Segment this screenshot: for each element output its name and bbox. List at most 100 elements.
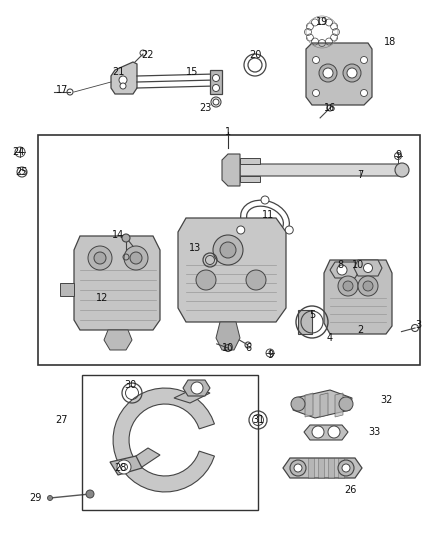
- Circle shape: [343, 64, 361, 82]
- Circle shape: [294, 464, 302, 472]
- Text: 33: 33: [368, 427, 380, 437]
- Circle shape: [337, 265, 347, 275]
- Polygon shape: [293, 390, 352, 418]
- Polygon shape: [216, 322, 240, 350]
- Circle shape: [291, 397, 305, 411]
- Polygon shape: [240, 158, 260, 164]
- Polygon shape: [240, 164, 408, 176]
- Circle shape: [338, 276, 358, 296]
- Polygon shape: [308, 458, 314, 478]
- Text: 10: 10: [222, 343, 234, 353]
- Text: 1: 1: [225, 127, 231, 137]
- Polygon shape: [104, 330, 132, 350]
- Circle shape: [94, 252, 106, 264]
- Text: 32: 32: [380, 395, 392, 405]
- Polygon shape: [240, 176, 260, 182]
- Polygon shape: [338, 458, 344, 478]
- Polygon shape: [174, 388, 210, 403]
- Polygon shape: [130, 448, 160, 467]
- Text: 19: 19: [316, 17, 328, 27]
- Circle shape: [246, 270, 266, 290]
- Text: 4: 4: [327, 333, 333, 343]
- Circle shape: [212, 85, 219, 92]
- Polygon shape: [210, 70, 222, 94]
- Circle shape: [285, 226, 293, 234]
- Circle shape: [47, 496, 53, 500]
- Polygon shape: [328, 458, 334, 478]
- Polygon shape: [324, 260, 392, 334]
- Text: 13: 13: [189, 243, 201, 253]
- Text: 30: 30: [124, 380, 136, 390]
- Polygon shape: [320, 393, 328, 417]
- Circle shape: [343, 281, 353, 291]
- Circle shape: [312, 90, 319, 96]
- Polygon shape: [183, 380, 210, 396]
- Circle shape: [130, 252, 142, 264]
- Text: 31: 31: [252, 415, 264, 425]
- Text: 9: 9: [267, 350, 273, 360]
- Polygon shape: [318, 458, 324, 478]
- Circle shape: [119, 76, 127, 84]
- Text: 8: 8: [337, 260, 343, 270]
- Circle shape: [360, 56, 367, 63]
- Polygon shape: [305, 393, 313, 417]
- Text: 7: 7: [357, 170, 363, 180]
- Circle shape: [212, 75, 219, 82]
- Circle shape: [312, 56, 319, 63]
- Circle shape: [395, 163, 409, 177]
- Text: 15: 15: [186, 67, 198, 77]
- Polygon shape: [306, 43, 372, 105]
- Text: 12: 12: [96, 293, 108, 303]
- Bar: [82, 375, 258, 510]
- Circle shape: [124, 246, 148, 270]
- Text: 28: 28: [114, 463, 126, 473]
- Text: 2: 2: [357, 325, 363, 335]
- Polygon shape: [60, 283, 74, 296]
- Text: 10: 10: [352, 260, 364, 270]
- Circle shape: [122, 234, 130, 242]
- Polygon shape: [283, 458, 362, 478]
- Text: 14: 14: [112, 230, 124, 240]
- Circle shape: [319, 64, 337, 82]
- Text: 21: 21: [112, 67, 124, 77]
- Circle shape: [338, 460, 354, 476]
- Polygon shape: [113, 388, 215, 492]
- Text: 17: 17: [56, 85, 68, 95]
- Polygon shape: [111, 62, 137, 94]
- Circle shape: [364, 263, 372, 272]
- Text: 20: 20: [249, 50, 261, 60]
- Circle shape: [261, 196, 269, 204]
- Text: 16: 16: [324, 103, 336, 113]
- Text: 25: 25: [16, 167, 28, 177]
- Circle shape: [88, 246, 112, 270]
- Polygon shape: [178, 218, 286, 322]
- Circle shape: [237, 226, 245, 234]
- Circle shape: [220, 242, 236, 258]
- Circle shape: [213, 235, 243, 265]
- Circle shape: [191, 382, 203, 394]
- Circle shape: [342, 464, 350, 472]
- Text: 5: 5: [309, 310, 315, 320]
- Polygon shape: [222, 154, 240, 186]
- Bar: [38, 135, 420, 365]
- Circle shape: [347, 68, 357, 78]
- Text: 18: 18: [384, 37, 396, 47]
- Circle shape: [312, 426, 324, 438]
- Circle shape: [117, 460, 131, 474]
- Circle shape: [358, 276, 378, 296]
- Polygon shape: [354, 260, 382, 276]
- Text: 27: 27: [56, 415, 68, 425]
- Circle shape: [339, 397, 353, 411]
- Polygon shape: [298, 310, 312, 334]
- Circle shape: [120, 83, 126, 89]
- Polygon shape: [304, 425, 348, 440]
- Text: 23: 23: [199, 103, 211, 113]
- Circle shape: [196, 270, 216, 290]
- Text: 24: 24: [12, 147, 24, 157]
- Polygon shape: [110, 456, 142, 475]
- Circle shape: [363, 281, 373, 291]
- Polygon shape: [335, 393, 343, 417]
- Text: 29: 29: [29, 493, 41, 503]
- Circle shape: [360, 90, 367, 96]
- Text: 9: 9: [395, 150, 401, 160]
